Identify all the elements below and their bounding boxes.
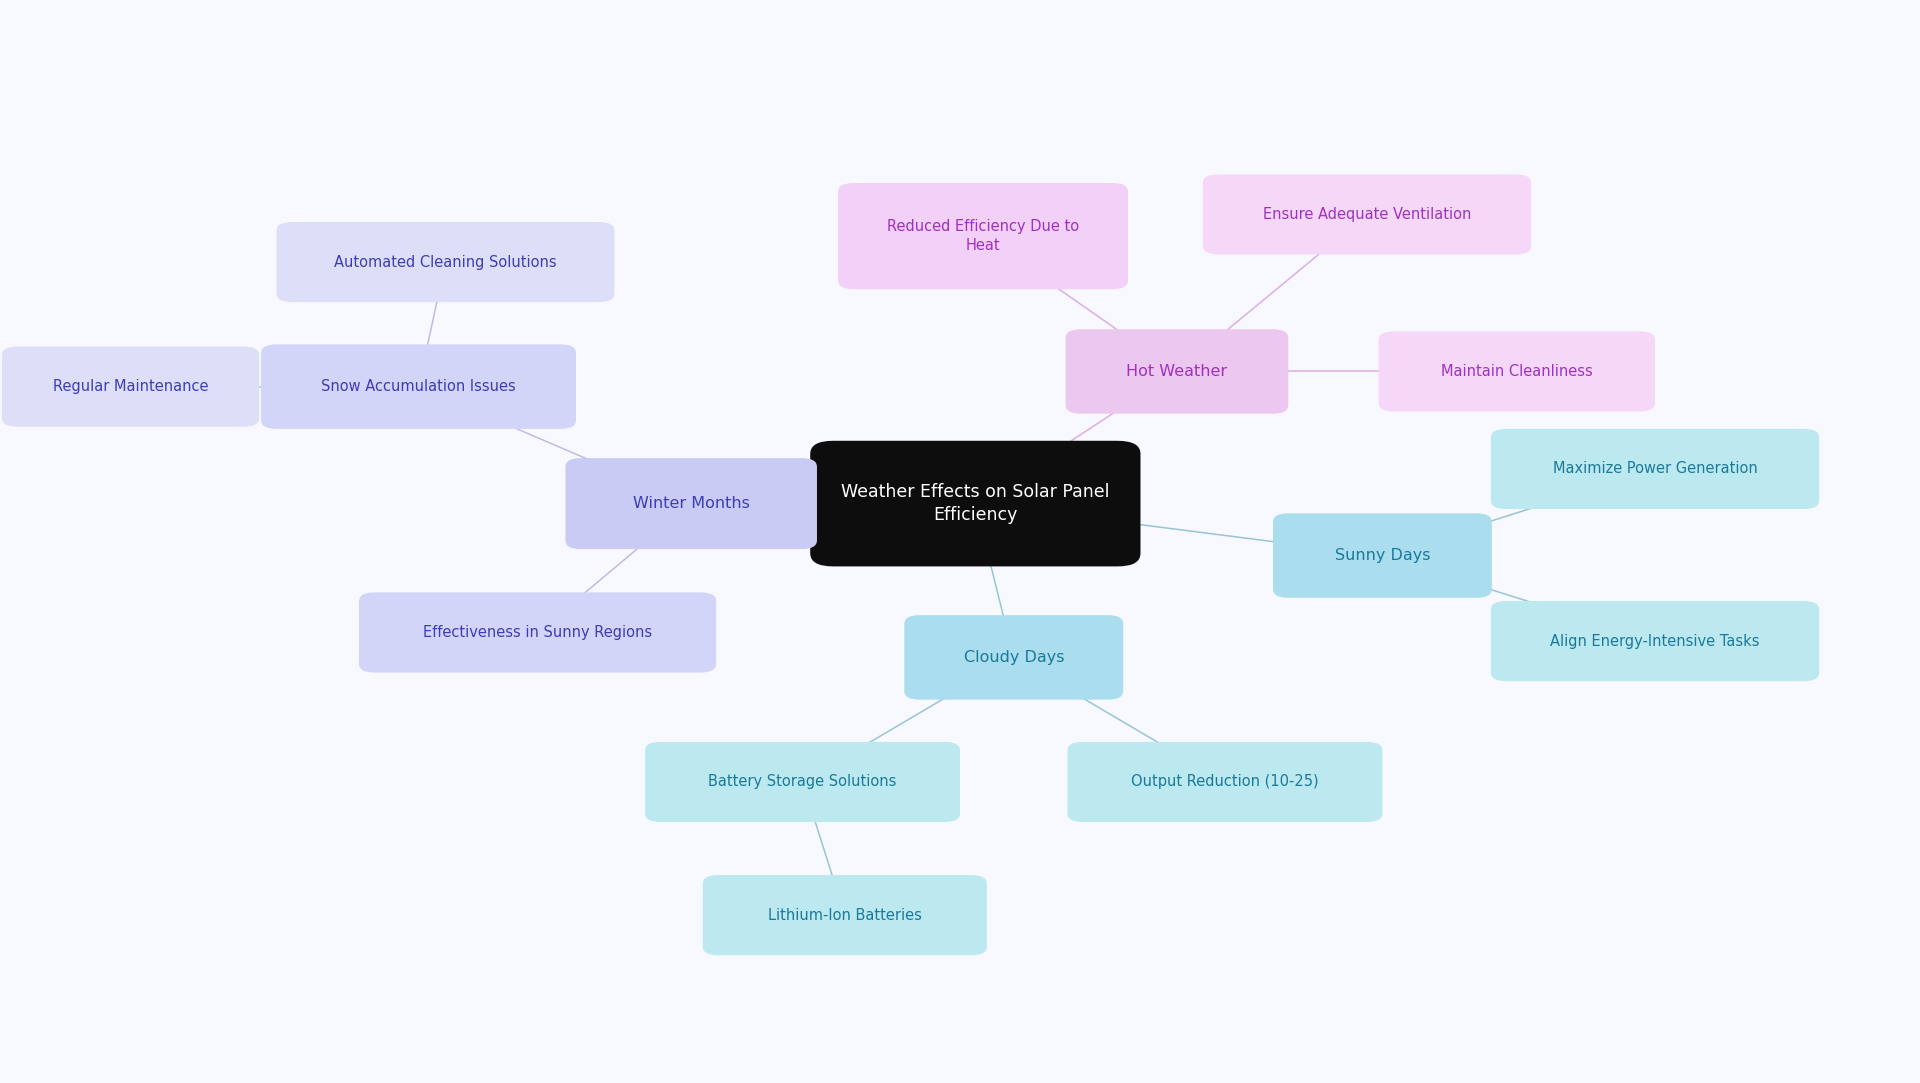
Text: Cloudy Days: Cloudy Days	[964, 650, 1064, 665]
FancyBboxPatch shape	[2, 347, 259, 427]
Text: Sunny Days: Sunny Days	[1334, 548, 1430, 563]
Text: Maximize Power Generation: Maximize Power Generation	[1553, 461, 1757, 477]
FancyBboxPatch shape	[1490, 601, 1820, 681]
FancyBboxPatch shape	[904, 615, 1123, 700]
Text: Ensure Adequate Ventilation: Ensure Adequate Ventilation	[1263, 207, 1471, 222]
FancyBboxPatch shape	[359, 592, 716, 673]
Text: Reduced Efficiency Due to
Heat: Reduced Efficiency Due to Heat	[887, 219, 1079, 253]
FancyBboxPatch shape	[810, 441, 1140, 566]
FancyBboxPatch shape	[1066, 329, 1288, 414]
Text: Battery Storage Solutions: Battery Storage Solutions	[708, 774, 897, 790]
Text: Maintain Cleanliness: Maintain Cleanliness	[1440, 364, 1594, 379]
FancyBboxPatch shape	[1273, 513, 1492, 598]
FancyBboxPatch shape	[1490, 429, 1820, 509]
Text: Regular Maintenance: Regular Maintenance	[54, 379, 207, 394]
FancyBboxPatch shape	[261, 344, 576, 429]
FancyBboxPatch shape	[1379, 331, 1655, 412]
FancyBboxPatch shape	[837, 183, 1129, 289]
FancyBboxPatch shape	[645, 742, 960, 822]
Text: Winter Months: Winter Months	[634, 496, 749, 511]
Text: Weather Effects on Solar Panel
Efficiency: Weather Effects on Solar Panel Efficienc…	[841, 483, 1110, 524]
Text: Hot Weather: Hot Weather	[1127, 364, 1227, 379]
Text: Align Energy-Intensive Tasks: Align Energy-Intensive Tasks	[1549, 634, 1761, 649]
FancyBboxPatch shape	[564, 458, 818, 549]
Text: Automated Cleaning Solutions: Automated Cleaning Solutions	[334, 255, 557, 270]
Text: Snow Accumulation Issues: Snow Accumulation Issues	[321, 379, 516, 394]
Text: Effectiveness in Sunny Regions: Effectiveness in Sunny Regions	[422, 625, 653, 640]
FancyBboxPatch shape	[1202, 174, 1530, 255]
FancyBboxPatch shape	[276, 222, 614, 302]
FancyBboxPatch shape	[703, 875, 987, 955]
Text: Lithium-Ion Batteries: Lithium-Ion Batteries	[768, 908, 922, 923]
FancyBboxPatch shape	[1068, 742, 1382, 822]
Text: Output Reduction (10-25): Output Reduction (10-25)	[1131, 774, 1319, 790]
